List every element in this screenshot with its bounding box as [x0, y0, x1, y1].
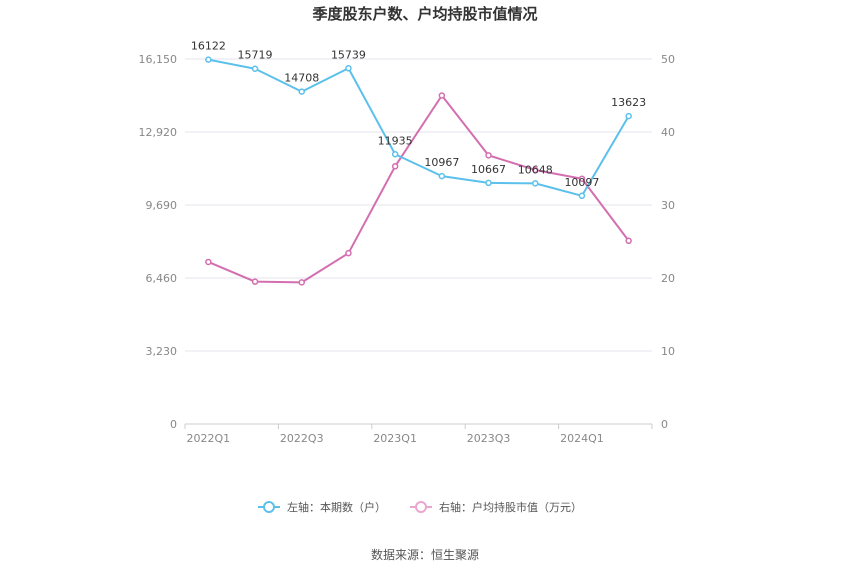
y-left-tick-label: 0: [170, 418, 177, 431]
axes: 0 0 3,230 10 6,460 20 9,690 30 12,920 40 16,150 50 2…: [139, 53, 676, 445]
y-right-tick-label: 30: [661, 199, 675, 212]
series: [205, 56, 632, 286]
data-point-left[interactable]: [578, 192, 586, 200]
data-label: 10967: [424, 156, 459, 169]
data-point-right[interactable]: [532, 166, 539, 174]
chart-title: 季度股东户数、户均持股市值情况: [312, 5, 537, 23]
data-point-left[interactable]: [391, 151, 399, 158]
data-label: 11935: [378, 134, 413, 147]
legend-label-right: 右轴：户均持股市值（万元）: [439, 500, 582, 514]
y-left-tick-label: 16,150: [139, 53, 178, 66]
y-right-tick-label: 10: [661, 345, 675, 358]
legend-item-left[interactable]: 左轴：本期数（户）: [258, 500, 386, 514]
data-point-right[interactable]: [298, 279, 305, 286]
data-label: 13623: [611, 96, 646, 109]
x-tick-label: 2023Q1: [373, 432, 417, 445]
data-label: 10097: [564, 176, 599, 189]
data-point-right[interactable]: [251, 278, 259, 285]
data-label: 10667: [471, 163, 506, 176]
data-point-right[interactable]: [345, 249, 352, 257]
series-line-left: [208, 58, 630, 197]
y-right-tick-label: 20: [661, 272, 675, 285]
data-point-left[interactable]: [205, 56, 212, 63]
data-point-left[interactable]: [298, 88, 305, 95]
legend-marker-left: [263, 501, 275, 513]
legend-item-right[interactable]: 右轴：户均持股市值（万元）: [410, 500, 582, 514]
data-point-left[interactable]: [345, 65, 352, 72]
x-tick-label: 2022Q1: [187, 432, 231, 445]
data-point-left[interactable]: [438, 172, 446, 180]
y-right-tick-label: 0: [661, 418, 668, 431]
data-label: 15719: [238, 49, 273, 62]
legend-label-left: 左轴：本期数（户）: [287, 500, 386, 514]
x-tick-label: 2022Q3: [280, 432, 324, 445]
x-tick-label: 2023Q3: [467, 432, 511, 445]
source-note: 数据来源：恒生聚源: [371, 547, 479, 562]
legend: 左轴：本期数（户） 右轴：户均持股市值（万元）: [258, 500, 582, 514]
data-label: 10648: [518, 163, 553, 176]
legend-marker-right: [415, 501, 427, 513]
data-label: 16122: [191, 40, 226, 53]
data-point-right[interactable]: [625, 237, 632, 245]
data-label: 14708: [284, 72, 319, 85]
data-point-right[interactable]: [438, 92, 446, 99]
y-right-tick-label: 50: [661, 53, 675, 66]
data-point-right[interactable]: [391, 163, 399, 170]
y-left-tick-label: 6,460: [146, 272, 178, 285]
series-line-right: [207, 94, 630, 284]
data-point-left[interactable]: [532, 180, 539, 187]
data-point-right[interactable]: [205, 258, 212, 266]
y-left-tick-label: 3,230: [146, 345, 178, 358]
data-point-left[interactable]: [485, 179, 492, 187]
y-right-tick-label: 40: [661, 126, 675, 139]
data-label: 15739: [331, 48, 366, 61]
data-point-left[interactable]: [625, 112, 632, 120]
grid-lines: [185, 58, 652, 352]
x-tick-label: 2024Q1: [560, 432, 604, 445]
y-left-tick-label: 9,690: [146, 199, 178, 212]
data-point-right[interactable]: [578, 175, 586, 182]
data-point-right[interactable]: [485, 152, 492, 159]
y-left-tick-label: 12,920: [139, 126, 178, 139]
data-labels: 16122 15719 14708 15739 11935 10967 10667 10648…: [191, 40, 646, 189]
data-point-left[interactable]: [251, 65, 259, 72]
